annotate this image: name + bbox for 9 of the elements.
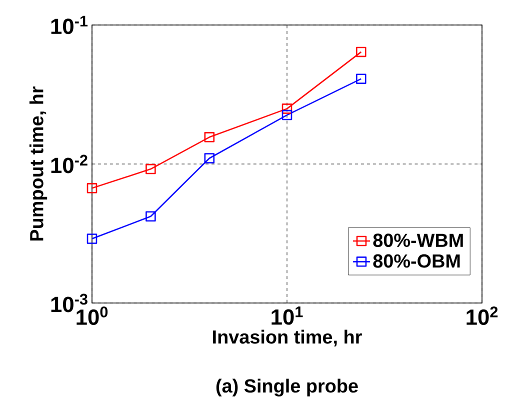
x-tick-label: 10$^{2}$ — [466, 306, 498, 325]
text: (a) Single probe — [216, 378, 358, 396]
y-axis-title: Pumpout time, hr — [29, 86, 48, 241]
legend-label: 80%-WBM — [373, 234, 463, 248]
x-axis-title: Invasion time, hr — [213, 330, 362, 346]
y-tick-label: 10$^{-1}$ — [51, 16, 88, 34]
y-tick-label: 10$^{-2}$ — [51, 154, 88, 174]
x-tick-label: 10$^{1}$ — [272, 306, 303, 325]
legend-label: 80%-OBM — [373, 254, 460, 268]
